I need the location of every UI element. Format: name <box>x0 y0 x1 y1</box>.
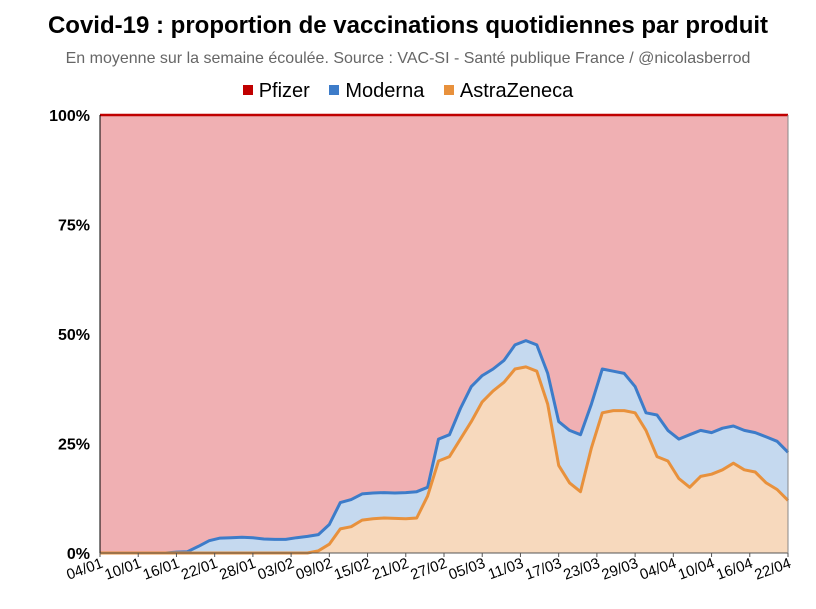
y-tick-label: 25% <box>58 437 90 454</box>
legend-item-moderna: Moderna <box>329 80 424 103</box>
legend-label-moderna: Moderna <box>345 80 425 102</box>
x-tick-label: 10/01 <box>102 555 143 584</box>
legend: Pfizer Moderna AstraZeneca <box>0 80 816 103</box>
x-tick-label: 03/02 <box>255 555 296 584</box>
legend-label-pfizer: Pfizer <box>258 80 310 102</box>
line-moderna <box>100 339 790 555</box>
y-tick-label: 75% <box>58 218 90 235</box>
series-areas <box>100 115 788 553</box>
legend-label-astrazeneca: AstraZeneca <box>459 80 574 102</box>
x-tick-label: 29/03 <box>599 555 640 584</box>
x-tick-label: 16/01 <box>141 555 182 584</box>
legend-swatch-moderna <box>329 85 340 95</box>
x-tick-label: 10/04 <box>676 555 717 584</box>
x-tick-label: 23/03 <box>561 555 602 584</box>
legend-swatch-pfizer <box>242 85 253 95</box>
x-tick-label: 21/02 <box>370 555 411 584</box>
x-tick-label: 16/04 <box>714 555 755 584</box>
x-tick-label: 09/02 <box>294 555 335 584</box>
x-tick-label: 27/02 <box>408 555 449 584</box>
x-tick-label: 22/01 <box>179 555 220 584</box>
legend-swatch-astrazeneca <box>443 85 454 95</box>
y-tick-label: 0% <box>67 546 90 563</box>
legend-item-pfizer: Pfizer <box>242 80 310 103</box>
x-tick-label: 04/04 <box>638 555 679 584</box>
y-tick-label: 50% <box>58 327 90 344</box>
y-tick-label: 100% <box>49 108 90 125</box>
chart-subtitle: En moyenne sur la semaine écoulée. Sourc… <box>65 50 751 67</box>
legend-item-astrazeneca: AstraZeneca <box>443 80 574 103</box>
x-tick-label: 28/01 <box>217 555 258 584</box>
x-tick-label: 15/02 <box>332 555 373 584</box>
x-tick-label: 22/04 <box>752 555 793 584</box>
x-tick-label: 11/03 <box>486 555 526 583</box>
x-tick-label: 17/03 <box>523 555 564 584</box>
x-tick-label: 05/03 <box>446 555 487 584</box>
chart-title: Covid-19 : proportion de vaccinations qu… <box>47 12 769 39</box>
